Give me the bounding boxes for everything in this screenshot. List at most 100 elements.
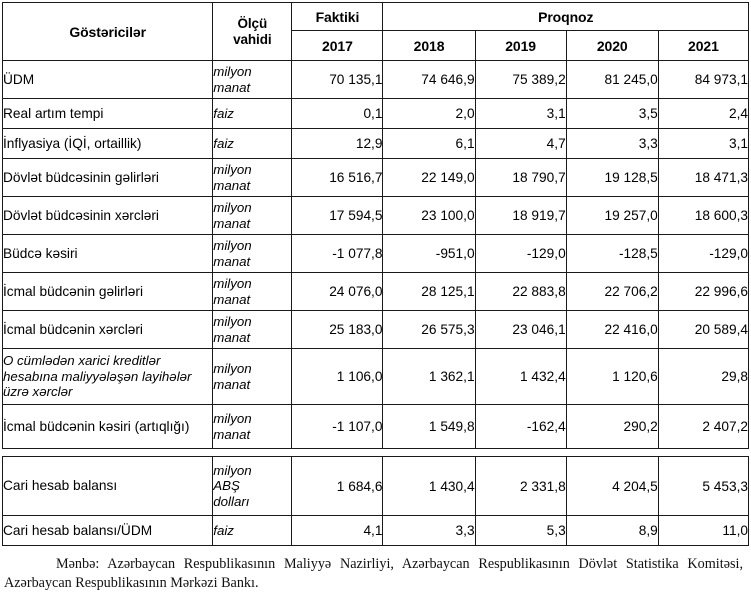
table-row: İcmal büdcənin gəlirləri milyon manat 24… [1,272,750,311]
cell-2021: 3,1 [657,128,750,159]
row-label: Büdcə kəsiri [1,234,214,273]
unit-line2: manat [213,215,251,231]
cell-2020: 4 204,5 [565,456,659,516]
unit-line2: manat [213,291,251,307]
source-note: Mənbə: Azərbaycan Respublikasının Maliyy… [4,556,743,591]
row-label: İnflyasiya (İQİ, ortaillik) [1,128,214,159]
cell-2019: 23 046,1 [474,310,567,349]
cell-2018: 1 362,1 [382,348,476,405]
cell-2017: -1 107,0 [291,404,384,449]
row-label: Cari hesab balansı/ÜDM [1,515,214,546]
cell-2021: 22 996,6 [657,272,750,311]
cell-2019: -162,4 [474,404,567,449]
header-row-years: 2017 2018 2019 2020 2021 [3,30,750,61]
unit-line1: faiz [213,522,234,538]
cell-2020: 22 416,0 [565,310,659,349]
header-unit-line2: vahidi [233,31,272,47]
cell-2020: 19 257,0 [565,196,659,235]
header-year-2020: 2020 [565,30,659,61]
cell-2021: 11,0 [657,515,750,546]
cell-2018: 74 646,9 [382,60,476,99]
cell-2017: 0,1 [291,98,384,129]
unit-line3: dolları [213,493,250,509]
header-row-groups: Göstəricilər Ölçü vahidi Faktiki Proqnoz [1,2,749,61]
row-unit: milyon manat [212,310,293,349]
row-unit: milyon manat [212,272,293,311]
table-row: ÜDM milyon manat 70 135,1 74 646,9 75 38… [1,60,750,99]
header-year-2018: 2018 [382,30,476,61]
cell-2017: 4,1 [291,515,384,546]
table-row: Real artım tempi faiz 0,1 2,0 3,1 3,5 2,… [1,98,750,129]
unit-line1: milyon [213,361,252,377]
header-indicators: Göstəricilər [1,2,214,61]
cell-2018: -951,0 [382,234,476,273]
cell-2019: 1 432,4 [474,348,567,405]
row-label: O cümlədən xarici kreditlər hesabına mal… [1,348,214,405]
row-unit: faiz [212,98,293,129]
header-unit-line1: Ölçü [237,16,268,32]
cell-2018: 1 430,4 [382,456,476,516]
table-row: İcmal büdcənin xərcləri milyon manat 25 … [1,310,750,349]
row-unit: milyon manat [212,158,293,197]
unit-line1: milyon [213,411,252,427]
table-body: ÜDM milyon manat 70 135,1 74 646,9 75 38… [1,60,750,546]
row-label: ÜDM [1,60,214,99]
cell-2018: 3,3 [382,515,476,546]
row-unit: milyon manat [212,196,293,235]
cell-2020: 290,2 [565,404,659,449]
header-year-2017: 2017 [291,30,384,61]
header-group-forecast: Proqnoz [382,2,749,31]
row-label: Dövlət büdcəsinin xərcləri [1,196,214,235]
cell-2017: 12,9 [291,128,384,159]
unit-line1: faiz [213,105,234,121]
unit-line1: milyon [213,463,252,479]
cell-2018: 2,0 [382,98,476,129]
row-unit: milyon manat [212,404,293,449]
cell-2019: 4,7 [474,128,567,159]
row-unit: faiz [212,515,293,546]
cell-2020: 19 128,5 [565,158,659,197]
unit-line1: milyon [213,200,252,216]
unit-line2: manat [213,329,251,345]
cell-2021: 2 407,2 [657,404,750,449]
cell-2018: 28 125,1 [382,272,476,311]
table-row: Cari hesab balansı/ÜDM faiz 4,1 3,3 5,3 … [1,515,750,546]
unit-line2: ABŞ [213,478,240,494]
cell-2020: 81 245,0 [565,60,659,99]
cell-2018: 26 575,3 [382,310,476,349]
table-row: İnflyasiya (İQİ, ortaillik) faiz 12,9 6,… [1,128,750,159]
row-unit: milyon manat [212,234,293,273]
cell-2021: 84 973,1 [657,60,750,99]
cell-2019: 18 919,7 [474,196,567,235]
unit-line2: manat [213,177,251,193]
unit-line2: manat [213,376,251,392]
row-label: Dövlət büdcəsinin gəlirləri [1,158,214,197]
table-header: Göstəricilər Ölçü vahidi Faktiki Proqnoz… [1,2,750,61]
cell-2020: 3,3 [565,128,659,159]
cell-2019: 22 883,8 [474,272,567,311]
table-row: Dövlət büdcəsinin gəlirləri milyon manat… [1,158,750,197]
row-label: İcmal büdcənin xərcləri [1,310,214,349]
unit-line2: manat [213,79,251,95]
cell-2018: 1 549,8 [382,404,476,449]
unit-line1: milyon [213,162,252,178]
cell-2021: -129,0 [657,234,750,273]
unit-line1: milyon [213,276,252,292]
cell-2019: 2 331,8 [474,456,567,516]
row-label: Cari hesab balansı [1,456,214,516]
row-unit: milyon ABŞ dolları [212,456,293,516]
macro-indicators-table: Göstəricilər Ölçü vahidi Faktiki Proqnoz… [1,2,750,546]
cell-2017: 1 106,0 [291,348,384,405]
cell-2017: 16 516,7 [291,158,384,197]
row-unit: faiz [212,128,293,159]
cell-2021: 5 453,3 [657,456,750,516]
cell-2017: 17 594,5 [291,196,384,235]
table-row: Büdcə kəsiri milyon manat -1 077,8 -951,… [1,234,750,273]
cell-2021: 18 471,3 [657,158,750,197]
cell-2020: 1 120,6 [565,348,659,405]
cell-2020: 3,5 [565,98,659,129]
row-label: Real artım tempi [1,98,214,129]
table-row: Dövlət büdcəsinin xərcləri milyon manat … [1,196,750,235]
cell-2018: 6,1 [382,128,476,159]
